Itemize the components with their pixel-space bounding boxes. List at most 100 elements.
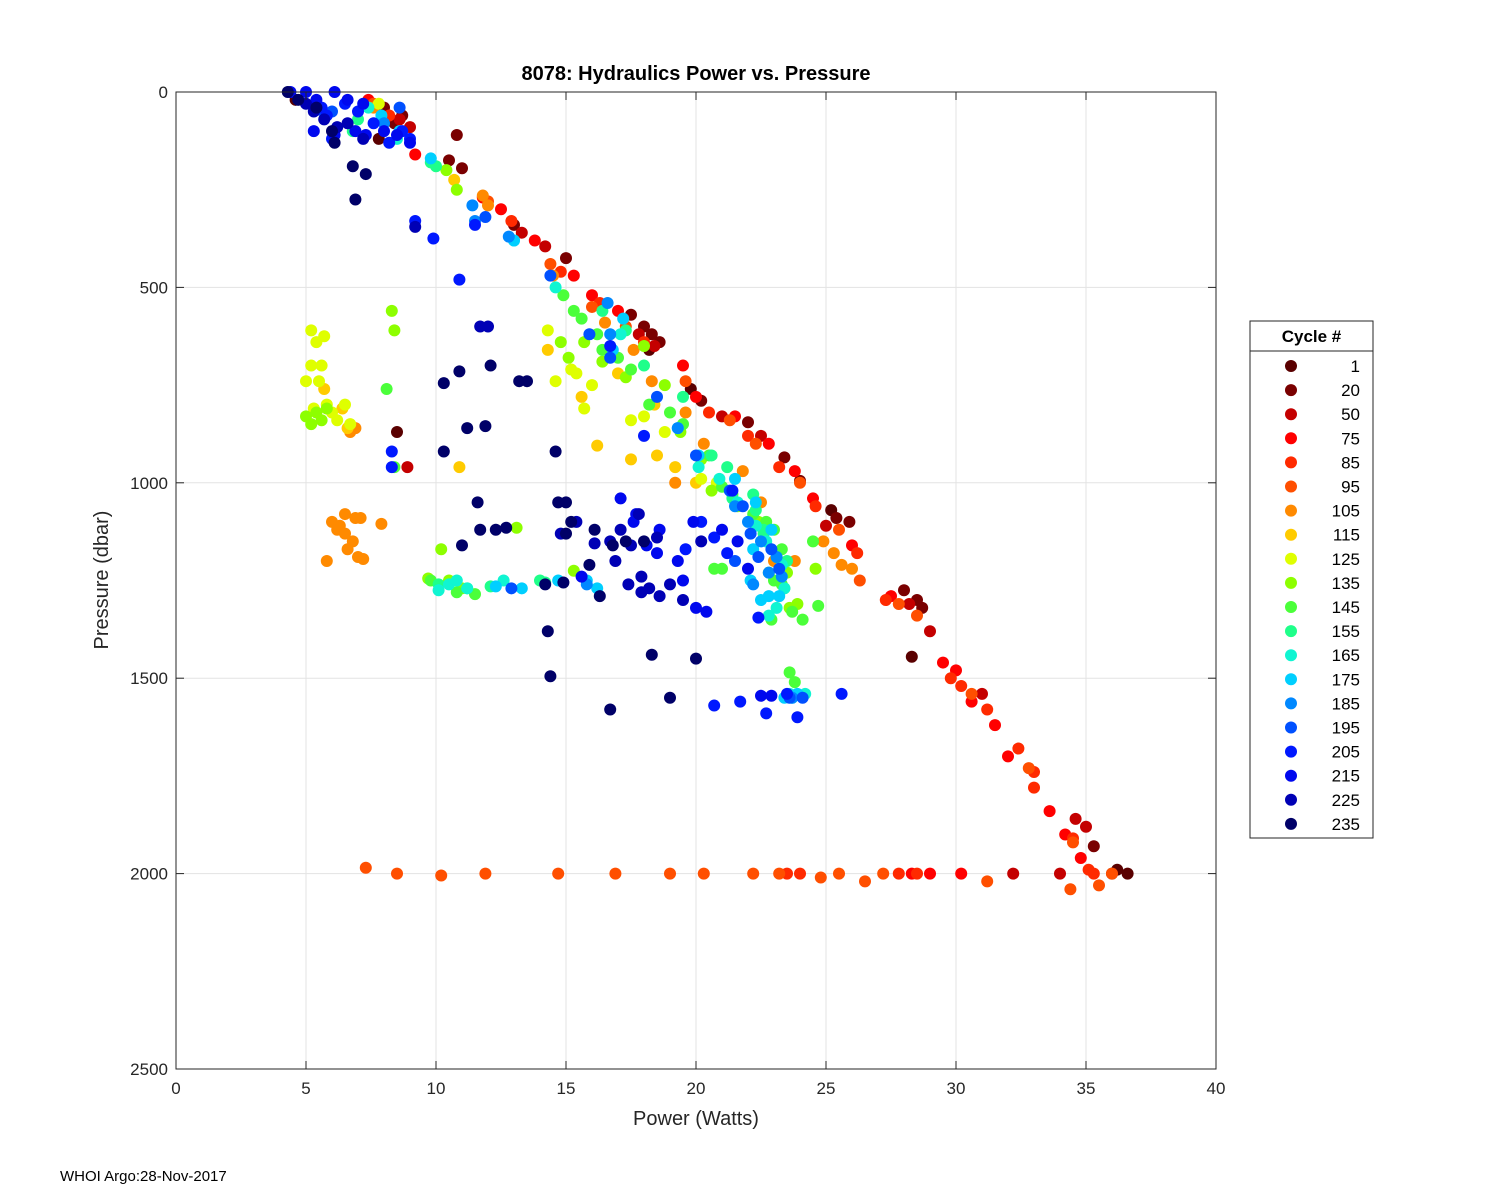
data-point bbox=[905, 650, 918, 663]
data-point bbox=[437, 445, 450, 458]
data-point bbox=[653, 590, 666, 603]
data-point bbox=[692, 461, 705, 474]
data-point bbox=[427, 232, 440, 245]
data-point bbox=[809, 500, 822, 513]
legend-label: 135 bbox=[1332, 574, 1360, 593]
data-point bbox=[619, 535, 632, 548]
data-point bbox=[344, 418, 357, 431]
data-point bbox=[817, 535, 830, 548]
data-point bbox=[456, 162, 468, 175]
data-point bbox=[625, 414, 637, 427]
data-point bbox=[469, 218, 481, 231]
data-point bbox=[474, 523, 487, 536]
data-point bbox=[635, 570, 648, 583]
data-point bbox=[664, 406, 676, 419]
data-point bbox=[614, 328, 627, 341]
data-point bbox=[981, 875, 994, 888]
data-point bbox=[734, 695, 747, 708]
data-point bbox=[944, 672, 957, 685]
data-point bbox=[690, 652, 702, 665]
data-point bbox=[560, 252, 572, 265]
y-tick-label: 2000 bbox=[130, 865, 168, 884]
data-point bbox=[853, 574, 866, 587]
data-point bbox=[328, 136, 341, 149]
data-point bbox=[924, 625, 936, 638]
data-point bbox=[833, 867, 845, 880]
data-point bbox=[752, 611, 765, 624]
data-point bbox=[1106, 867, 1118, 880]
data-point bbox=[892, 867, 905, 880]
data-point bbox=[375, 517, 388, 530]
data-point bbox=[604, 351, 617, 364]
data-point bbox=[677, 594, 689, 607]
data-point bbox=[557, 576, 570, 589]
data-point bbox=[1028, 781, 1040, 794]
data-point bbox=[367, 117, 380, 130]
legend-label: 145 bbox=[1332, 598, 1360, 617]
data-point bbox=[575, 390, 588, 403]
data-point bbox=[1093, 879, 1105, 892]
data-point bbox=[385, 445, 398, 458]
data-point bbox=[898, 584, 910, 597]
data-point bbox=[765, 689, 778, 702]
footer-credit: WHOI Argo:28-Nov-2017 bbox=[60, 1168, 227, 1185]
data-point bbox=[989, 719, 1001, 732]
data-point bbox=[924, 867, 936, 880]
data-point bbox=[567, 304, 580, 317]
data-point bbox=[393, 101, 406, 114]
data-point bbox=[326, 125, 338, 138]
data-point bbox=[450, 586, 463, 599]
legend-label: 50 bbox=[1341, 405, 1360, 424]
data-point bbox=[749, 437, 762, 450]
data-point bbox=[638, 410, 650, 423]
data-point bbox=[1074, 851, 1087, 864]
data-point bbox=[354, 511, 367, 524]
data-point bbox=[877, 867, 890, 880]
data-point bbox=[625, 453, 637, 466]
legend-label: 75 bbox=[1341, 429, 1360, 448]
legend-label: 20 bbox=[1341, 381, 1360, 400]
legend-label: 235 bbox=[1332, 815, 1360, 834]
legend-label: 185 bbox=[1332, 694, 1360, 713]
data-point bbox=[786, 605, 799, 618]
data-point bbox=[690, 449, 702, 462]
data-point bbox=[570, 367, 583, 380]
data-point bbox=[762, 566, 775, 579]
data-point bbox=[726, 484, 739, 497]
data-point bbox=[729, 554, 741, 567]
data-point bbox=[539, 578, 552, 591]
data-point bbox=[588, 523, 601, 536]
data-point bbox=[599, 316, 611, 329]
data-point bbox=[1007, 867, 1020, 880]
data-point bbox=[700, 605, 713, 618]
legend-label: 115 bbox=[1333, 526, 1360, 545]
x-tick-label: 20 bbox=[687, 1079, 706, 1098]
data-point bbox=[539, 240, 552, 253]
data-point bbox=[435, 869, 448, 882]
legend-marker bbox=[1285, 625, 1297, 638]
data-point bbox=[632, 508, 645, 521]
data-point bbox=[783, 666, 796, 679]
data-point bbox=[401, 461, 414, 474]
data-point bbox=[385, 461, 398, 474]
data-point bbox=[479, 211, 492, 224]
y-tick-label: 0 bbox=[159, 83, 168, 102]
data-point bbox=[651, 390, 663, 403]
data-point bbox=[697, 437, 710, 450]
data-point bbox=[541, 324, 554, 337]
data-point bbox=[565, 515, 578, 528]
data-point bbox=[432, 584, 445, 597]
data-point bbox=[814, 871, 827, 884]
data-point bbox=[292, 93, 305, 106]
data-point bbox=[544, 269, 557, 282]
data-point bbox=[357, 132, 370, 145]
data-point bbox=[346, 535, 359, 548]
legend-marker bbox=[1285, 649, 1297, 662]
x-tick-label: 0 bbox=[171, 1079, 180, 1098]
y-tick-label: 2500 bbox=[130, 1060, 168, 1079]
data-point bbox=[778, 451, 791, 464]
data-point bbox=[450, 183, 463, 196]
data-point bbox=[648, 340, 661, 353]
data-point bbox=[742, 416, 754, 429]
data-point bbox=[606, 539, 619, 552]
